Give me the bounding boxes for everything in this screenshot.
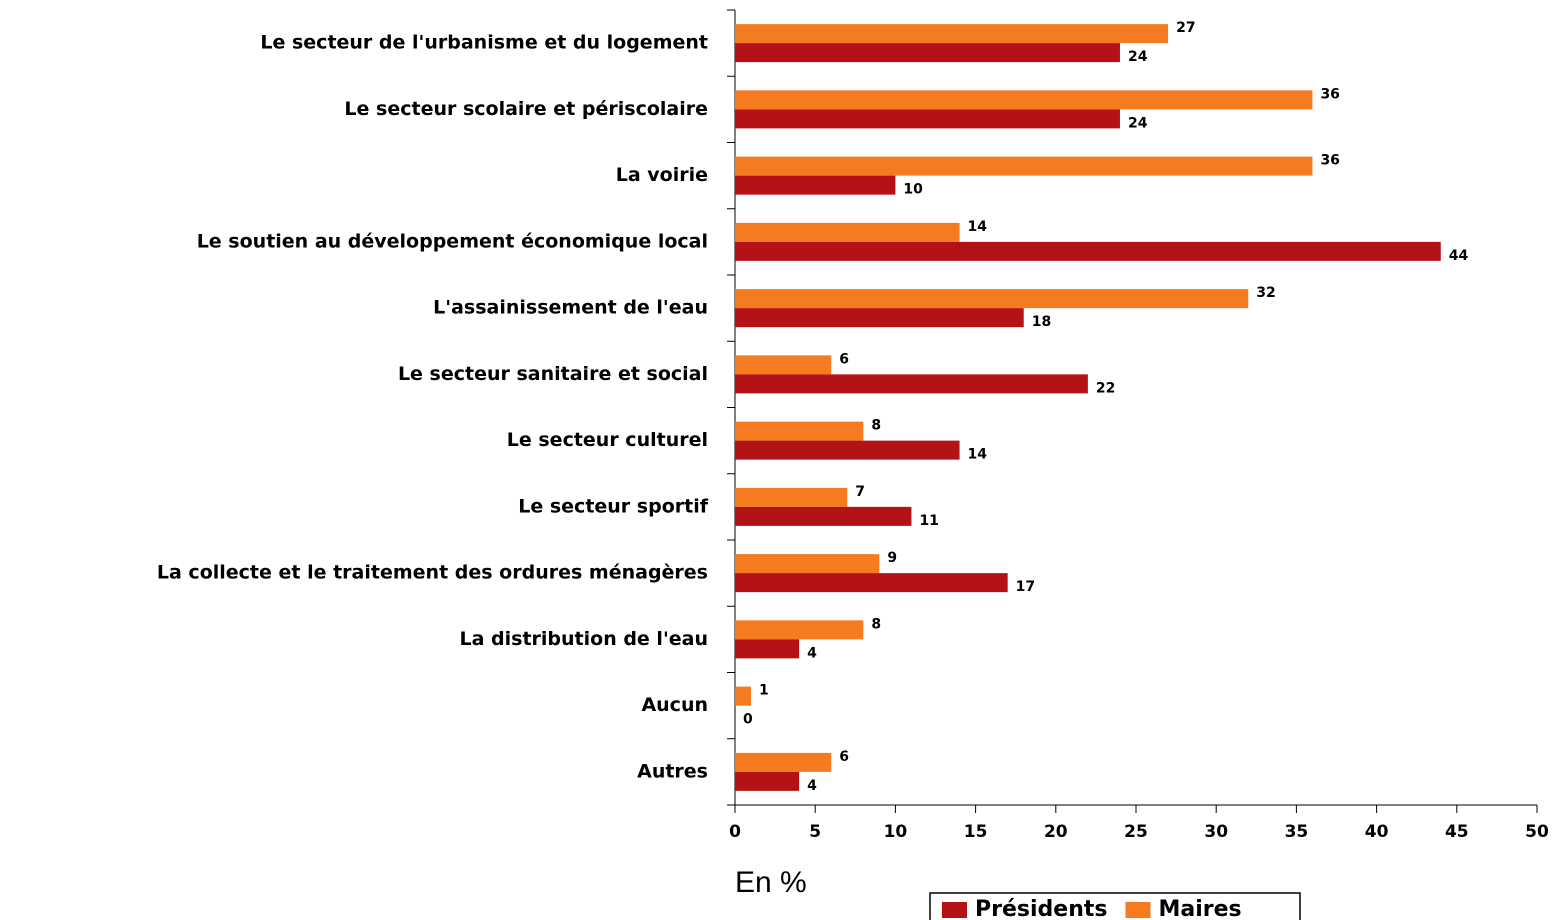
- value-label: 44: [1449, 248, 1469, 264]
- category-label: Le secteur de l'urbanisme et du logement: [260, 32, 708, 54]
- x-tick-label: 15: [964, 822, 988, 842]
- value-label: 17: [1016, 579, 1035, 595]
- x-axis-label: En %: [735, 866, 807, 899]
- value-label: 8: [871, 616, 881, 632]
- x-tick-label: 25: [1124, 822, 1148, 842]
- bar: [735, 156, 1313, 176]
- category-label: Aucun: [641, 694, 708, 716]
- value-label: 6: [839, 351, 849, 367]
- bar: [735, 554, 880, 574]
- bar: [735, 639, 800, 659]
- category-label: Le secteur scolaire et périscolaire: [344, 98, 708, 120]
- value-label: 4: [807, 645, 817, 661]
- bar: [735, 686, 752, 706]
- value-label: 27: [1176, 20, 1195, 36]
- category-label: L'assainissement de l'eau: [433, 297, 708, 319]
- value-label: 7: [855, 484, 865, 500]
- category-label: La collecte et le traitement des ordures…: [157, 562, 708, 584]
- bar: [735, 222, 960, 242]
- value-label: 18: [1032, 314, 1051, 330]
- bar: [735, 308, 1024, 328]
- legend-label: Présidents: [975, 897, 1107, 920]
- value-label: 32: [1256, 285, 1275, 301]
- bar: [735, 289, 1249, 309]
- value-label: 4: [807, 778, 817, 794]
- x-tick-label: 0: [729, 822, 741, 842]
- x-tick-label: 50: [1525, 822, 1549, 842]
- value-label: 36: [1320, 86, 1339, 102]
- legend-label: Maires: [1158, 897, 1241, 920]
- legend-swatch: [1125, 902, 1151, 918]
- bar: [735, 241, 1441, 261]
- bar: [735, 752, 832, 772]
- x-tick-label: 40: [1365, 822, 1389, 842]
- value-label: 0: [743, 712, 753, 728]
- value-label: 8: [871, 418, 881, 434]
- legend-box: [929, 892, 1301, 920]
- value-label: 9: [887, 550, 897, 566]
- value-label: 14: [968, 219, 988, 235]
- bar: [735, 573, 1008, 593]
- value-label: 36: [1320, 153, 1339, 169]
- bar: [735, 620, 864, 640]
- value-label: 1: [759, 683, 769, 699]
- category-label: La distribution de l'eau: [459, 628, 708, 650]
- value-label: 24: [1128, 115, 1148, 131]
- value-label: 14: [968, 447, 988, 463]
- bar: [735, 90, 1313, 110]
- category-label: Le soutien au développement économique l…: [197, 230, 708, 252]
- bar: [735, 506, 912, 526]
- category-label: La voirie: [616, 164, 708, 186]
- x-tick-label: 30: [1204, 822, 1228, 842]
- value-label: 11: [919, 513, 938, 529]
- x-tick-label: 10: [884, 822, 908, 842]
- category-label: Le secteur sportif: [518, 495, 708, 517]
- value-label: 6: [839, 749, 849, 765]
- value-label: 10: [903, 182, 923, 198]
- x-tick-label: 5: [809, 822, 821, 842]
- bar: [735, 355, 832, 375]
- x-tick-label: 35: [1285, 822, 1309, 842]
- bar: [735, 421, 864, 441]
- value-label: 22: [1096, 380, 1115, 396]
- bar: [735, 24, 1169, 44]
- category-label: Le secteur culturel: [507, 429, 708, 451]
- x-tick-label: 45: [1445, 822, 1469, 842]
- bar: [735, 43, 1120, 63]
- category-label: Le secteur sanitaire et social: [398, 363, 708, 385]
- value-label: 24: [1128, 49, 1148, 65]
- bar: [735, 175, 896, 195]
- bar: [735, 771, 800, 791]
- bar: [735, 440, 960, 460]
- legend-swatch: [942, 902, 967, 918]
- bar: [735, 109, 1120, 129]
- x-tick-label: 20: [1044, 822, 1068, 842]
- bar: [735, 487, 848, 507]
- category-label: Autres: [637, 760, 708, 782]
- bar: [735, 374, 1088, 394]
